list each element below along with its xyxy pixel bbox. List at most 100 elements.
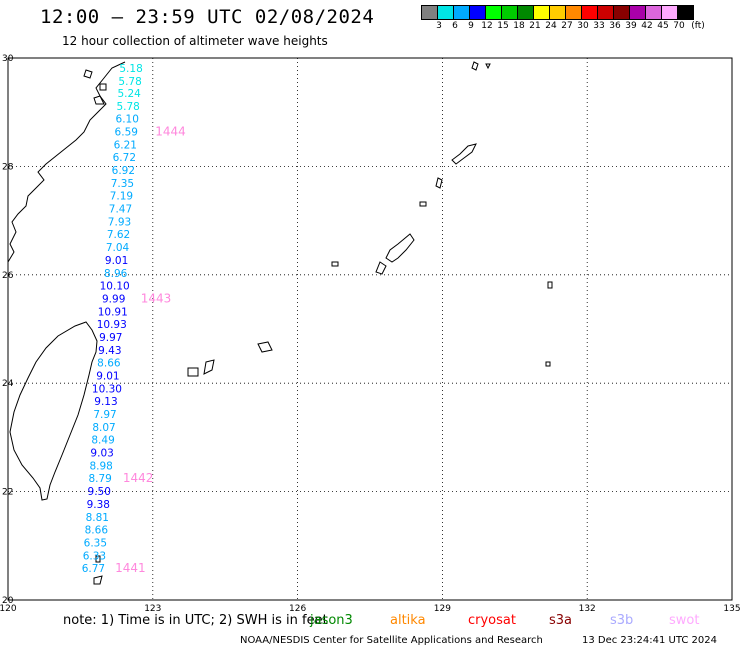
wave-height-label: 5.78 <box>116 101 139 113</box>
wave-height-label: 8.81 <box>86 512 109 524</box>
colorbar-label: 6 <box>452 21 458 31</box>
pass-number-label: 1444 <box>155 125 186 139</box>
tokunoshima-island <box>435 177 443 189</box>
longitude-tick-label: 132 <box>579 604 596 614</box>
colorbar-label: 18 <box>513 21 525 31</box>
wave-height-label: 5.78 <box>118 76 141 88</box>
wave-height-label: 9.50 <box>88 486 111 498</box>
legend-item-altika: altika <box>390 613 426 628</box>
wave-height-label: 10.91 <box>98 307 128 319</box>
colorbar-label: 24 <box>545 21 557 31</box>
wave-height-label: 6.33 <box>83 551 106 563</box>
colorbar <box>421 5 694 20</box>
wave-height-label: 10.30 <box>92 384 122 396</box>
colorbar-label: 36 <box>609 21 621 31</box>
legend-item-s3b: s3b <box>610 613 634 628</box>
batanes-islands <box>93 555 103 585</box>
wave-height-label: 8.79 <box>88 473 111 485</box>
coastline <box>7 61 553 585</box>
legend-item-s3a: s3a <box>549 613 573 628</box>
wave-height-label: 8.66 <box>97 358 121 370</box>
wave-height-label: 7.62 <box>107 229 130 241</box>
wave-height-label: 7.04 <box>106 242 130 254</box>
map-frame <box>7 57 733 601</box>
wave-height-label: 9.01 <box>96 371 119 383</box>
pass-number-label: 1441 <box>115 561 146 575</box>
zhoushan-islands <box>83 69 107 105</box>
wave-height-label: 7.93 <box>108 217 131 229</box>
wave-height-label: 6.72 <box>113 152 136 164</box>
colorbar-label: 45 <box>657 21 669 31</box>
wave-height-label: 9.97 <box>99 332 122 344</box>
longitude-tick-label: 120 <box>0 604 17 614</box>
wave-height-label: 9.01 <box>105 255 128 267</box>
latitude-tick-label: 24 <box>2 379 14 389</box>
colorbar-label: 12 <box>481 21 493 31</box>
generation-timestamp: 13 Dec 23:24:41 UTC 2024 <box>582 635 717 646</box>
okinawa-south <box>375 261 387 275</box>
daito-islands <box>545 281 553 367</box>
yakushima-island <box>471 61 491 71</box>
colorbar-label: 70 <box>673 21 685 31</box>
wave-height-label: 9.38 <box>87 499 110 511</box>
colorbar-label: 39 <box>625 21 637 31</box>
china-coastline <box>7 61 126 263</box>
okinawa-island <box>385 233 415 263</box>
pass-number-label: 1442 <box>123 471 154 485</box>
latitude-tick-label: 22 <box>2 488 13 498</box>
wave-height-label: 8.66 <box>85 525 109 537</box>
colorbar-label: 21 <box>529 21 541 31</box>
wave-height-label: 6.10 <box>116 114 139 126</box>
footnote: note: 1) Time is in UTC; 2) SWH is in fe… <box>63 613 328 628</box>
wave-height-label: 6.92 <box>112 165 135 177</box>
iriomote-island <box>187 367 199 377</box>
wave-height-label: 7.97 <box>93 409 116 421</box>
wave-height-label: 8.96 <box>104 268 128 280</box>
wave-height-label: 7.19 <box>110 191 133 203</box>
colorbar-label: 3 <box>436 21 442 31</box>
colorbar-unit: (ft) <box>691 21 705 31</box>
chart-title: 12:00 – 23:59 UTC 02/08/2024 <box>40 6 375 28</box>
colorbar-label: 15 <box>497 21 509 31</box>
latitude-tick-label: 28 <box>2 162 14 172</box>
wave-height-label: 9.03 <box>90 448 113 460</box>
miyako-island <box>257 341 273 353</box>
wave-height-label: 8.49 <box>91 435 114 447</box>
colorbar-label: 30 <box>577 21 589 31</box>
colorbar-swatch <box>677 5 694 20</box>
colorbar-label: 9 <box>468 21 474 31</box>
taiwan-coastline <box>9 321 98 501</box>
longitude-tick-label: 135 <box>723 604 740 614</box>
amami-island <box>451 143 477 165</box>
wave-height-label: 7.35 <box>111 178 134 190</box>
colorbar-label: 27 <box>561 21 573 31</box>
longitude-tick-label: 129 <box>434 604 451 614</box>
colorbar-label: 42 <box>641 21 653 31</box>
kerama-island <box>331 261 339 267</box>
legend-item-jason3: jason3 <box>310 613 353 628</box>
wave-height-label: 7.47 <box>109 204 132 216</box>
wave-height-label: 6.77 <box>82 563 105 575</box>
wave-height-label: 6.35 <box>84 538 107 550</box>
legend-item-cryosat: cryosat <box>468 613 516 628</box>
ishigaki-island <box>203 359 215 375</box>
latitude-tick-label: 26 <box>2 271 14 281</box>
colorbar-label: 33 <box>593 21 605 31</box>
wave-height-label: 6.59 <box>115 127 138 139</box>
wave-height-label: 8.98 <box>89 461 112 473</box>
legend-item-swot: swot <box>669 613 700 628</box>
wave-height-label: 5.24 <box>117 88 141 100</box>
wave-height-label: 5.18 <box>119 63 142 75</box>
wave-height-label: 9.99 <box>102 294 125 306</box>
wave-height-label: 10.10 <box>100 281 130 293</box>
longitude-tick-label: 126 <box>289 604 306 614</box>
wave-height-label: 9.13 <box>94 396 117 408</box>
wave-height-label: 6.21 <box>114 140 137 152</box>
longitude-tick-label: 123 <box>144 604 161 614</box>
chart-subtitle: 12 hour collection of altimeter wave hei… <box>62 34 328 48</box>
colorbar-labels: 3 6 9 12 15 18 21 24 27 30 33 36 39 42 45 70 (ft) <box>422 21 740 35</box>
lat-lon-grid <box>7 57 733 601</box>
latitude-tick-label: 20 <box>2 596 14 606</box>
latitude-tick-label: 30 <box>2 54 14 64</box>
